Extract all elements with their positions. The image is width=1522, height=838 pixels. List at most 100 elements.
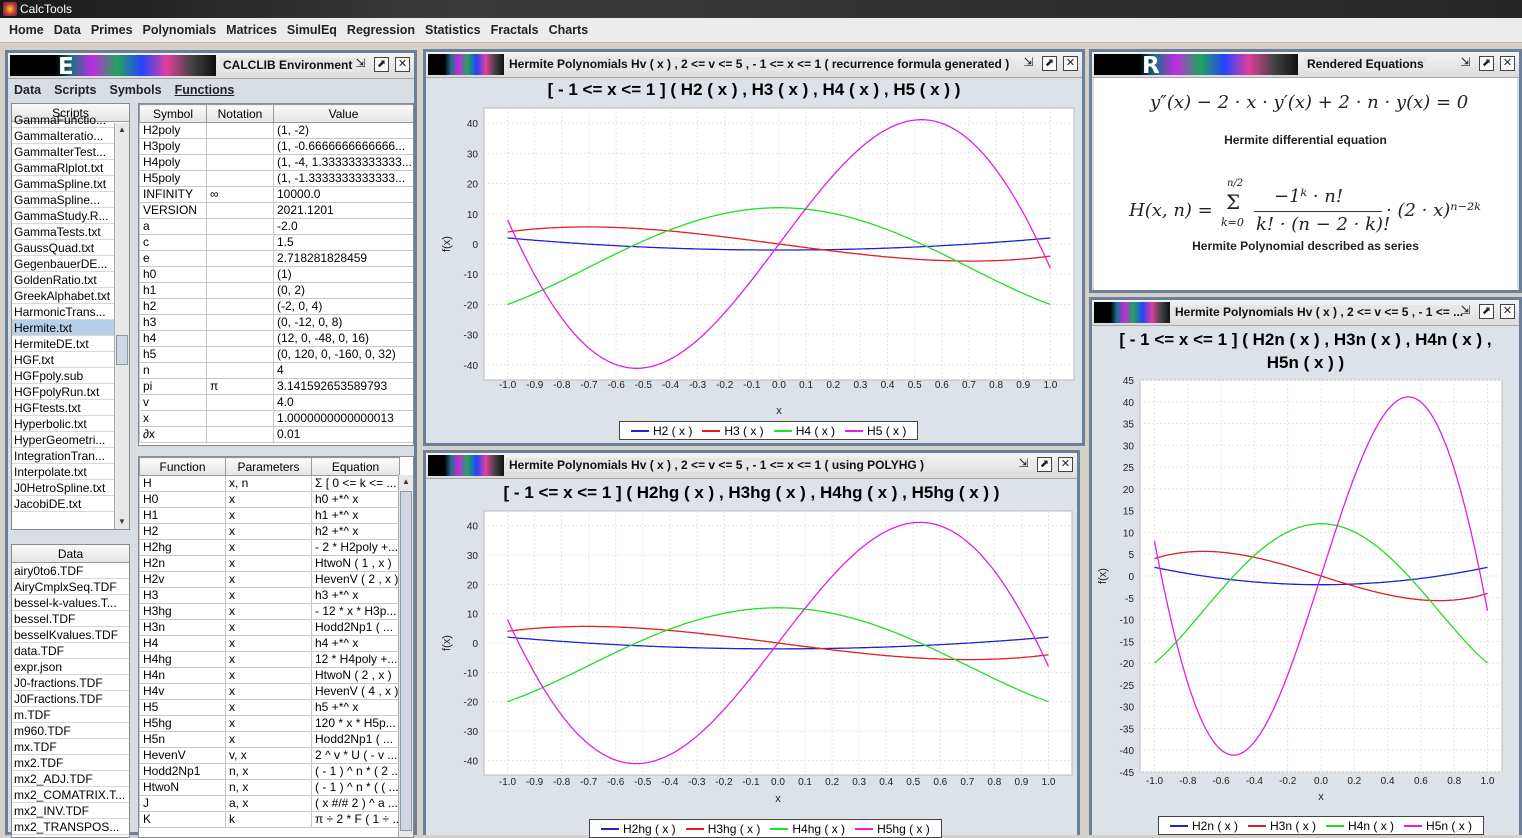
script-item[interactable]: Hyperbolic.txt: [12, 416, 129, 432]
function-row[interactable]: H1 x h1 +*^ x: [139, 507, 400, 524]
symbol-row[interactable]: h1 (0, 2): [139, 282, 413, 299]
function-row[interactable]: H2 x h2 +*^ x: [139, 523, 400, 540]
script-item[interactable]: HGFpoly.sub: [12, 368, 129, 384]
function-row[interactable]: H4v x HevenV ( 4 , x ): [139, 683, 400, 700]
function-row[interactable]: HtwoN n, x( - 1 ) ^ n * ( ( ...: [139, 779, 400, 796]
menu-regression[interactable]: Regression: [346, 23, 416, 37]
data-file-item[interactable]: J0-fractions.TDF: [12, 675, 129, 691]
scroll-thumb[interactable]: [400, 491, 412, 831]
script-item[interactable]: HGFtests.txt: [12, 400, 129, 416]
function-row[interactable]: H3 x h3 +*^ x: [139, 587, 400, 604]
script-item[interactable]: GreekAlphabet.txt: [12, 288, 129, 304]
menu-polynomials[interactable]: Polynomials: [142, 23, 217, 37]
pin-icon[interactable]: ⇲: [355, 56, 366, 70]
data-file-item[interactable]: mx2_ADJ.TDF: [12, 771, 129, 787]
function-row[interactable]: H2v x HevenV ( 2 , x ): [139, 571, 400, 588]
symbol-row[interactable]: h0 (1): [139, 266, 413, 283]
scripts-scrollbar[interactable]: ▲ ▼: [114, 123, 129, 529]
script-item[interactable]: GammaStudy.R...: [12, 208, 129, 224]
function-row[interactable]: Hodd2Np1 n, x( - 1 ) ^ n * ( 2 ...: [139, 763, 400, 780]
maximize-icon[interactable]: ⬈: [374, 57, 389, 72]
menu-statistics[interactable]: Statistics: [425, 23, 481, 37]
symbol-row[interactable]: x 1.0000000000000013: [139, 410, 413, 427]
function-row[interactable]: H2n x HtwoN ( 1 , x ): [139, 555, 400, 572]
pin-icon[interactable]: ⇲: [1023, 55, 1034, 69]
script-item[interactable]: GammaFunctio...: [12, 112, 129, 128]
script-item[interactable]: IntegrationTran...: [12, 448, 129, 464]
function-row[interactable]: H0 x h0 +*^ x: [139, 491, 400, 508]
data-file-item[interactable]: m.TDF: [12, 707, 129, 723]
data-file-item[interactable]: bessel-k-values.T...: [12, 595, 129, 611]
script-item[interactable]: GammaSpline...: [12, 192, 129, 208]
data-file-item[interactable]: besselKvalues.TDF: [12, 627, 129, 643]
function-row[interactable]: H5 x h5 +*^ x: [139, 699, 400, 716]
function-row[interactable]: H3n x Hodd2Np1 ( ...: [139, 619, 400, 636]
function-row[interactable]: H4 x h4 +*^ x: [139, 635, 400, 652]
function-row[interactable]: H2hg x - 2 * H2poly +...: [139, 539, 400, 556]
function-row[interactable]: H3hg x - 12 * x * H3p...: [139, 603, 400, 620]
data-file-item[interactable]: expr.json: [12, 659, 129, 675]
maximize-icon[interactable]: ⬈: [1479, 56, 1494, 71]
function-row[interactable]: H4n x HtwoN ( 2 , x ): [139, 667, 400, 684]
script-item[interactable]: JacobiDE.txt: [12, 496, 129, 512]
script-item[interactable]: GegenbauerDE...: [12, 256, 129, 272]
function-row[interactable]: H5n x Hodd2Np1 ( ...: [139, 731, 400, 748]
script-item[interactable]: HGFpolyRun.txt: [12, 384, 129, 400]
scroll-thumb[interactable]: [116, 335, 128, 365]
menu-simuleq[interactable]: SimulEq: [286, 23, 337, 37]
tab-data[interactable]: Data: [14, 83, 42, 97]
symbols-col-value[interactable]: Value: [273, 104, 413, 123]
menu-charts[interactable]: Charts: [548, 23, 589, 37]
script-item[interactable]: HyperGeometri...: [12, 432, 129, 448]
scroll-down-icon[interactable]: ▼: [118, 517, 126, 526]
script-item[interactable]: GammaIterTest...: [12, 144, 129, 160]
function-row[interactable]: H4hg x 12 * H4poly +...: [139, 651, 400, 668]
functions-scrollbar[interactable]: ▲: [398, 475, 413, 837]
script-item[interactable]: GoldenRatio.txt: [12, 272, 129, 288]
close-icon[interactable]: ✕: [1058, 457, 1073, 472]
symbol-row[interactable]: a -2.0: [139, 218, 413, 235]
symbol-row[interactable]: ∂x 0.01: [139, 426, 413, 443]
symbol-row[interactable]: h4 (12, 0, -48, 0, 16): [139, 330, 413, 347]
pin-icon[interactable]: ⇲: [1460, 303, 1471, 317]
maximize-icon[interactable]: ⬈: [1037, 457, 1052, 472]
data-file-item[interactable]: mx.TDF: [12, 739, 129, 755]
data-file-item[interactable]: m960.TDF: [12, 723, 129, 739]
data-file-item[interactable]: data.TDF: [12, 643, 129, 659]
data-file-item[interactable]: mx2_INV.TDF: [12, 803, 129, 819]
symbol-row[interactable]: h5 (0, 120, 0, -160, 0, 32): [139, 346, 413, 363]
symbol-row[interactable]: h2 (-2, 0, 4): [139, 298, 413, 315]
pin-icon[interactable]: ⇲: [1460, 55, 1471, 69]
script-item[interactable]: Interpolate.txt: [12, 464, 129, 480]
symbol-row[interactable]: H5poly (1, -1.3333333333333...: [139, 170, 413, 187]
script-item[interactable]: GaussQuad.txt: [12, 240, 129, 256]
maximize-icon[interactable]: ⬈: [1479, 304, 1494, 319]
script-item[interactable]: HGF.txt: [12, 352, 129, 368]
script-item[interactable]: J0HetroSpline.txt: [12, 480, 129, 496]
symbols-col-symbol[interactable]: Symbol: [139, 104, 207, 123]
functions-col-function[interactable]: Function: [139, 457, 226, 476]
symbols-col-notation[interactable]: Notation: [206, 104, 274, 123]
data-file-item[interactable]: J0Fractions.TDF: [12, 691, 129, 707]
script-item[interactable]: GammaSpline.txt: [12, 176, 129, 192]
symbol-row[interactable]: H3poly (1, -0.6666666666666...: [139, 138, 413, 155]
script-item[interactable]: GammaRlplot.txt: [12, 160, 129, 176]
close-icon[interactable]: ✕: [1500, 304, 1515, 319]
menu-matrices[interactable]: Matrices: [226, 23, 277, 37]
scroll-up-icon[interactable]: ▲: [402, 477, 410, 486]
data-file-item[interactable]: airy0to6.TDF: [12, 563, 129, 579]
pin-icon[interactable]: ⇲: [1018, 456, 1029, 470]
scroll-up-icon[interactable]: ▲: [118, 125, 126, 134]
symbol-row[interactable]: h3 (0, -12, 0, 8): [139, 314, 413, 331]
functions-col-parameters[interactable]: Parameters: [225, 457, 312, 476]
script-item[interactable]: HarmonicTrans...: [12, 304, 129, 320]
tab-scripts[interactable]: Scripts: [54, 83, 97, 97]
script-item[interactable]: Hermite.txt: [12, 320, 129, 336]
maximize-icon[interactable]: ⬈: [1042, 56, 1057, 71]
symbol-row[interactable]: c 1.5: [139, 234, 413, 251]
